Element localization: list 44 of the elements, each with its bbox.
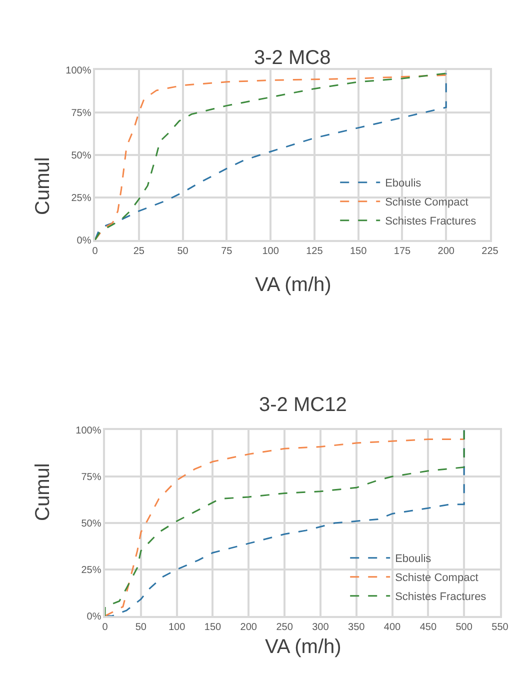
y-axis-title: Cumul [32,463,54,521]
y-tick-label: 0% [86,612,102,622]
y-tick-label: 75% [81,472,102,483]
chart-title: 3-2 MC12 [259,394,347,416]
y-tick-label: 25% [81,565,102,576]
x-tick-label: 350 [348,622,366,633]
legend-label: Schiste Compact [385,196,468,209]
x-tick-label: 300 [312,622,330,633]
x-tick-label: 200 [438,246,455,257]
y-tick-label: 100% [76,426,102,436]
x-tick-label: 125 [306,246,324,257]
x-tick-label: 150 [350,246,368,257]
y-tick-label: 25% [71,193,92,204]
x-tick-label: 400 [384,622,402,633]
x-tick-label: 50 [177,246,189,257]
y-tick-label: 100% [66,66,92,76]
legend-label: Schiste Compact [395,572,478,584]
x-tick-label: 100 [168,622,186,633]
x-tick-label: 100 [262,246,280,257]
x-tick-label: 0 [92,246,98,257]
y-tick-label: 50% [81,518,102,530]
legend-label: Eboulis [385,178,422,190]
x-tick-label: 0 [102,622,108,633]
y-tick-label: 0% [76,236,92,246]
chart-title: 3-2 MC8 [254,47,331,69]
legend-label: Schistes Fractures [395,591,487,604]
x-tick-label: 25 [133,246,145,257]
y-axis-title: Cumul [32,157,54,215]
legend-label: Eboulis [395,553,432,566]
y-tick-label: 75% [71,108,92,119]
x-tick-label: 450 [420,622,437,633]
legend-label: Schistes Fractures [385,216,477,228]
x-axis-title: VA (m/h) [265,636,342,658]
x-tick-label: 200 [240,622,258,633]
x-tick-label: 75 [221,246,233,257]
x-tick-label: 550 [492,622,509,633]
x-tick-label: 50 [135,622,147,633]
x-axis-title: VA (m/h) [255,274,332,296]
x-tick-label: 250 [276,622,294,633]
x-tick-label: 150 [204,622,222,633]
x-tick-label: 500 [456,622,473,633]
x-tick-label: 225 [482,246,499,257]
y-tick-label: 50% [71,150,92,162]
x-tick-label: 175 [394,246,411,257]
